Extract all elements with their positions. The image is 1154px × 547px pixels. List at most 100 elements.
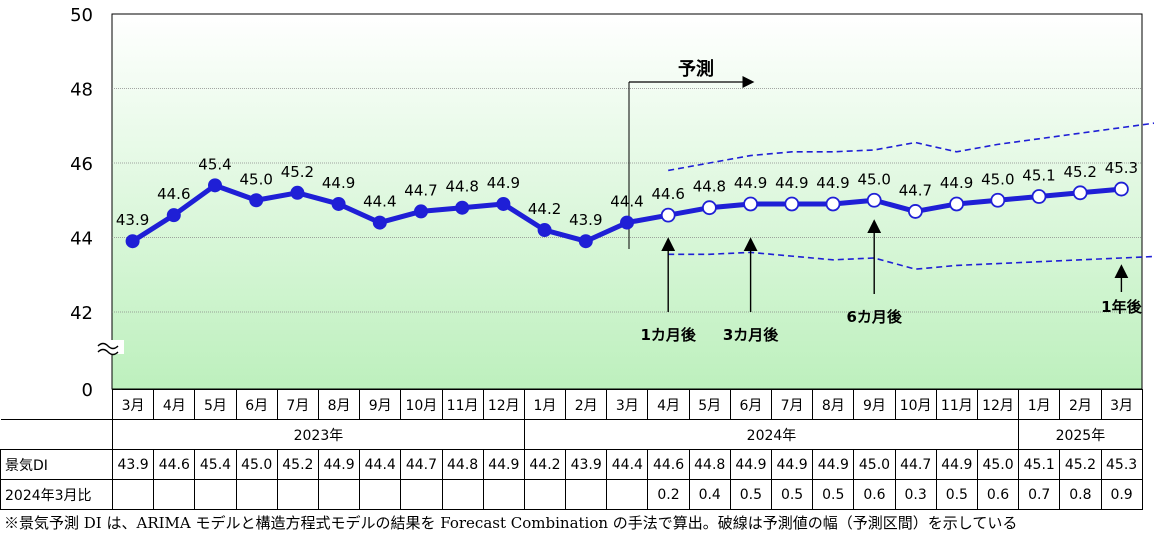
month-cell: 6月 xyxy=(235,389,278,420)
month-cell: 4月 xyxy=(153,389,196,420)
data-label: 45.2 xyxy=(281,163,314,181)
table-corner xyxy=(0,419,113,450)
data-point xyxy=(249,193,264,208)
diff-cell: 0.4 xyxy=(688,479,731,510)
year-cell: 2024年 xyxy=(523,419,1020,450)
diff-cell: 0.2 xyxy=(647,479,690,510)
year-cell: 2025年 xyxy=(1018,419,1143,450)
data-point xyxy=(825,196,841,212)
diff-cell xyxy=(482,479,525,510)
di-cell: 44.4 xyxy=(606,449,649,480)
diff-cell: 0.6 xyxy=(976,479,1020,510)
data-label: 44.9 xyxy=(816,174,849,192)
data-label: 45.1 xyxy=(1022,167,1055,185)
data-point xyxy=(208,178,222,193)
month-cell: 11月 xyxy=(935,389,978,420)
diff-cell: 0.6 xyxy=(853,479,896,510)
diff-cell xyxy=(194,479,237,510)
data-label: 44.2 xyxy=(528,200,561,218)
month-cell: 11月 xyxy=(441,389,484,420)
data-label: 45.3 xyxy=(1105,159,1138,177)
data-point xyxy=(372,215,387,230)
data-point xyxy=(866,192,882,208)
axis-break-wave xyxy=(97,342,119,350)
di-cell: 44.9 xyxy=(317,449,361,480)
diff-cell xyxy=(276,479,319,510)
annotation-label: 6カ月後 xyxy=(846,308,902,326)
data-point xyxy=(1031,189,1047,204)
data-point xyxy=(331,196,346,211)
data-point xyxy=(496,196,511,211)
y-tick-label: 42 xyxy=(70,303,93,324)
data-label: 45.2 xyxy=(1063,163,1096,181)
diff-row: 2024年3月比 0.2 0.4 0.5 0.5 0.5 0.6 0.3 0.5 0.6 0.7 0.… xyxy=(0,479,1143,510)
row-header-di: 景気DI xyxy=(0,449,113,480)
data-table: 3月 4月 5月 6月 7月 8月 9月 10月 11月 12月 1月 2月 3月 4月 5月 6月 7月 8月 9… xyxy=(0,389,1143,510)
data-label: 44.4 xyxy=(610,193,643,211)
diff-cell: 0.5 xyxy=(812,479,855,510)
data-point xyxy=(578,234,593,249)
data-label: 44.6 xyxy=(651,185,684,203)
di-cell: 44.4 xyxy=(359,449,402,480)
di-cell: 45.2 xyxy=(276,449,319,480)
month-cell: 2月 xyxy=(565,389,608,420)
value-labels: 43.9 44.6 45.4 45.0 45.2 44.9 44.4 44.7 44.8 44.9… xyxy=(116,155,1138,229)
diff-cell: 0.7 xyxy=(1018,479,1061,510)
month-cell: 3月 xyxy=(1100,389,1143,420)
data-label: 44.9 xyxy=(487,174,520,192)
data-point xyxy=(743,196,758,212)
y-tick-label: 48 xyxy=(70,80,93,101)
month-cell: 9月 xyxy=(853,389,896,420)
data-points xyxy=(125,178,1129,249)
month-cell: 8月 xyxy=(812,389,855,420)
di-cell: 44.7 xyxy=(400,449,443,480)
diff-cell xyxy=(317,479,361,510)
month-cell: 12月 xyxy=(482,389,525,420)
data-point xyxy=(620,215,634,230)
data-point xyxy=(290,185,305,200)
data-label: 44.9 xyxy=(940,174,973,192)
diff-cell xyxy=(400,479,443,510)
data-label: 44.7 xyxy=(899,181,932,199)
di-cell: 44.9 xyxy=(729,449,773,480)
diff-cell: 0.9 xyxy=(1100,479,1143,510)
di-cell: 44.6 xyxy=(153,449,196,480)
y-tick-label: 46 xyxy=(70,154,93,175)
diff-cell xyxy=(441,479,484,510)
data-label: 45.0 xyxy=(239,170,272,188)
di-cell: 45.4 xyxy=(194,449,237,480)
data-point xyxy=(660,207,676,223)
di-cell: 44.9 xyxy=(935,449,978,480)
data-point xyxy=(414,204,428,219)
data-label: 44.7 xyxy=(404,181,437,199)
di-cell: 44.2 xyxy=(523,449,567,480)
month-row: 3月 4月 5月 6月 7月 8月 9月 10月 11月 12月 1月 2月 3月 4月 5月 6月 7月 8月 9… xyxy=(0,389,1143,420)
data-point xyxy=(949,196,964,212)
month-cell: 1月 xyxy=(523,389,567,420)
row-header-diff: 2024年3月比 xyxy=(0,479,113,510)
diff-cell xyxy=(523,479,567,510)
data-label: 44.8 xyxy=(693,178,726,196)
diff-cell xyxy=(111,479,155,510)
di-cell: 44.9 xyxy=(482,449,525,480)
month-cell: 10月 xyxy=(894,389,937,420)
diff-cell: 0.5 xyxy=(729,479,773,510)
di-cell: 44.9 xyxy=(770,449,814,480)
data-point xyxy=(1072,185,1088,201)
data-point xyxy=(455,200,470,215)
di-cell: 45.0 xyxy=(976,449,1020,480)
month-cell: 1月 xyxy=(1018,389,1061,420)
di-cell: 45.0 xyxy=(853,449,896,480)
diff-cell xyxy=(565,479,608,510)
di-cell: 45.2 xyxy=(1059,449,1102,480)
di-cell: 43.9 xyxy=(565,449,608,480)
di-cell: 44.9 xyxy=(812,449,855,480)
di-cell: 44.7 xyxy=(894,449,937,480)
upper-band-line xyxy=(668,122,1154,172)
annotations: 1カ月後 3カ月後 6カ月後 1年後 xyxy=(640,219,1143,344)
month-cell: 8月 xyxy=(317,389,361,420)
data-point xyxy=(990,192,1006,208)
month-cell: 2月 xyxy=(1059,389,1102,420)
footnote: ※景気予測 DI は、ARIMA モデルと構造方程式モデルの結果を Foreca… xyxy=(4,514,1018,532)
